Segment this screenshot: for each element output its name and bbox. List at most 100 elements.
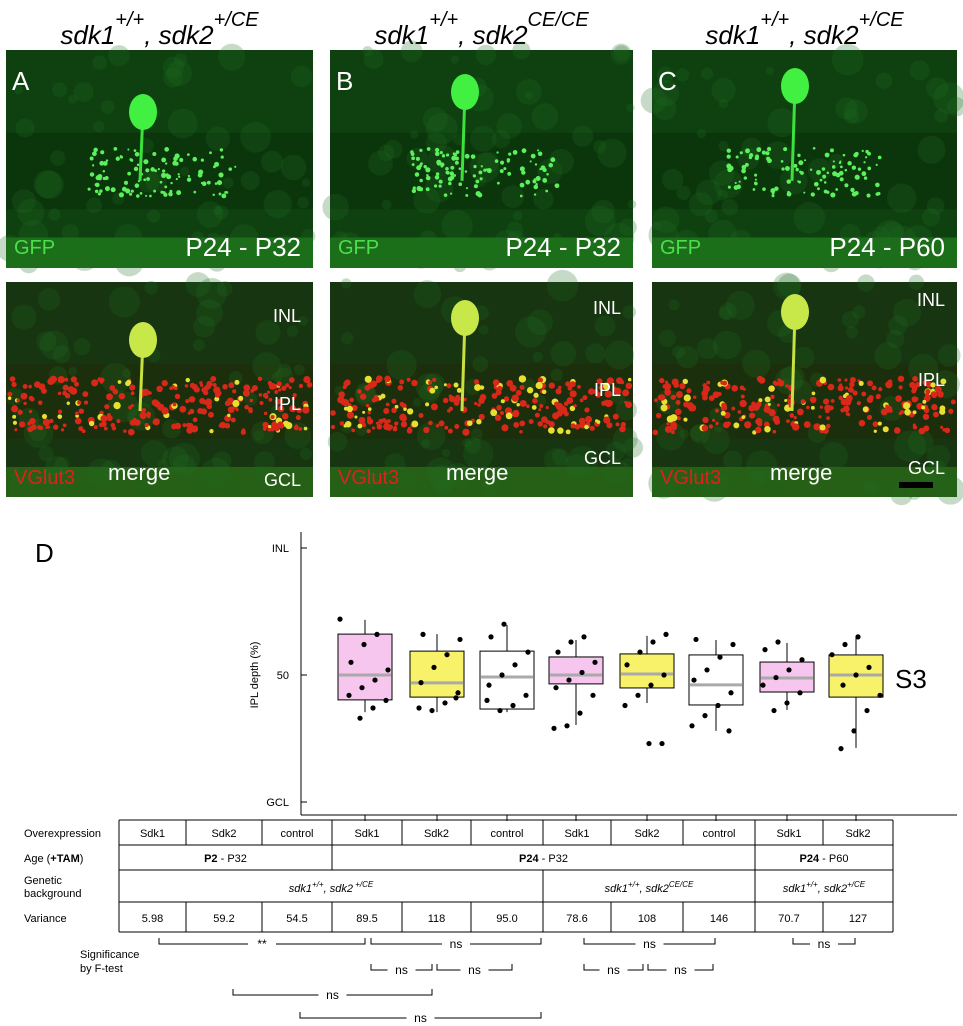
puncta — [513, 422, 520, 428]
puncta — [142, 388, 150, 396]
puncta — [826, 423, 831, 429]
puncta — [797, 153, 801, 158]
puncta — [715, 421, 719, 426]
puncta — [831, 165, 836, 169]
texture — [640, 87, 667, 114]
texture — [603, 222, 635, 254]
puncta — [210, 375, 217, 383]
data-point — [385, 667, 391, 673]
puncta — [174, 161, 179, 166]
texture — [829, 153, 844, 169]
texture — [441, 210, 473, 242]
puncta — [743, 176, 748, 180]
puncta — [361, 422, 367, 428]
data-point — [453, 695, 459, 701]
texture — [492, 472, 501, 482]
puncta — [708, 424, 714, 429]
puncta — [503, 396, 510, 402]
puncta — [823, 181, 827, 184]
puncta — [403, 407, 407, 412]
puncta — [186, 426, 194, 434]
puncta — [537, 421, 544, 427]
puncta — [206, 180, 211, 185]
merge-label: merge — [770, 460, 832, 485]
puncta — [102, 176, 107, 181]
texture — [926, 197, 945, 215]
puncta — [754, 181, 758, 186]
puncta — [518, 375, 527, 383]
puncta — [66, 401, 70, 405]
texture — [398, 470, 417, 490]
puncta — [346, 405, 353, 413]
texture — [383, 140, 403, 159]
puncta — [491, 392, 498, 399]
puncta — [99, 380, 104, 384]
gene: sdk1 — [60, 20, 115, 50]
puncta — [792, 423, 800, 431]
puncta — [435, 172, 440, 176]
puncta — [734, 181, 737, 185]
puncta — [777, 379, 785, 387]
puncta — [768, 385, 775, 392]
data-point — [650, 639, 656, 645]
puncta — [849, 381, 855, 388]
puncta — [810, 192, 815, 197]
micrograph-gcl — [6, 237, 313, 268]
puncta — [851, 165, 857, 170]
puncta — [660, 404, 668, 412]
puncta — [565, 381, 571, 387]
channel-label: VGlut3 — [338, 467, 399, 489]
puncta — [557, 427, 564, 434]
data-point — [838, 746, 844, 752]
texture — [260, 150, 284, 173]
superscript: CE/CE — [669, 880, 694, 889]
texture — [453, 259, 467, 273]
texture — [271, 372, 283, 383]
puncta — [578, 417, 586, 425]
puncta — [204, 384, 210, 391]
puncta — [923, 407, 930, 414]
puncta — [406, 427, 413, 434]
texture — [725, 290, 755, 320]
puncta — [281, 412, 289, 420]
puncta — [862, 406, 869, 413]
puncta — [242, 389, 250, 397]
puncta — [878, 387, 883, 392]
puncta — [378, 418, 384, 424]
texture — [585, 343, 606, 364]
puncta — [547, 427, 555, 434]
puncta — [370, 380, 378, 388]
data-point — [786, 667, 792, 673]
puncta — [501, 424, 509, 432]
puncta — [134, 151, 140, 157]
puncta — [291, 396, 296, 401]
texture — [413, 280, 442, 309]
puncta — [295, 415, 301, 421]
puncta — [793, 163, 798, 168]
puncta — [797, 180, 800, 183]
puncta — [948, 408, 954, 414]
puncta — [134, 183, 140, 188]
texture — [303, 250, 313, 259]
puncta — [386, 419, 391, 424]
puncta — [74, 417, 82, 425]
puncta — [216, 180, 223, 186]
texture — [723, 450, 743, 470]
puncta — [934, 385, 942, 393]
puncta — [173, 386, 178, 391]
puncta — [12, 420, 18, 425]
puncta — [42, 418, 50, 426]
texture — [73, 338, 91, 356]
texture — [216, 281, 233, 297]
texture — [492, 229, 523, 260]
puncta — [766, 156, 771, 161]
annotation: S3 — [895, 664, 927, 694]
puncta — [912, 425, 918, 430]
data-point — [553, 685, 559, 691]
texture — [240, 121, 272, 153]
puncta — [492, 379, 500, 386]
puncta — [16, 398, 20, 403]
texture — [61, 224, 80, 242]
texture — [819, 442, 848, 471]
puncta — [201, 181, 207, 187]
